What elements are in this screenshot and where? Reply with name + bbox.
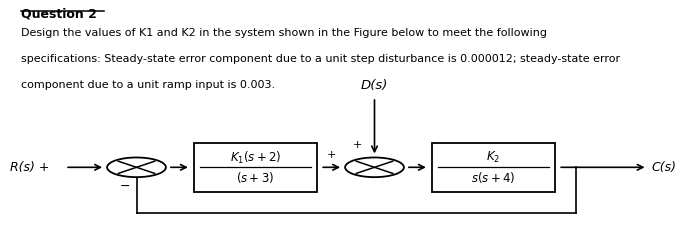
Text: $K_2$: $K_2$ (486, 150, 500, 165)
Text: $K_1(s+2)$: $K_1(s+2)$ (230, 150, 281, 165)
Text: component due to a unit ramp input is 0.003.: component due to a unit ramp input is 0.… (21, 80, 275, 90)
Text: C(s): C(s) (651, 161, 676, 174)
Text: Question 2: Question 2 (21, 7, 97, 20)
Bar (194, 143, 316, 192)
Text: R(s) +: R(s) + (10, 161, 50, 174)
Text: Design the values of K1 and K2 in the system shown in the Figure below to meet t: Design the values of K1 and K2 in the sy… (21, 28, 547, 38)
Text: +: + (326, 150, 336, 160)
Text: +: + (352, 140, 362, 150)
Text: specifications: Steady-state error component due to a unit step disturbance is 0: specifications: Steady-state error compo… (21, 54, 620, 64)
Text: −: − (120, 179, 131, 193)
Text: D(s): D(s) (360, 79, 388, 92)
Text: $(s+3)$: $(s+3)$ (237, 170, 274, 185)
Bar (432, 143, 554, 192)
Text: $s(s+4)$: $s(s+4)$ (471, 170, 516, 185)
